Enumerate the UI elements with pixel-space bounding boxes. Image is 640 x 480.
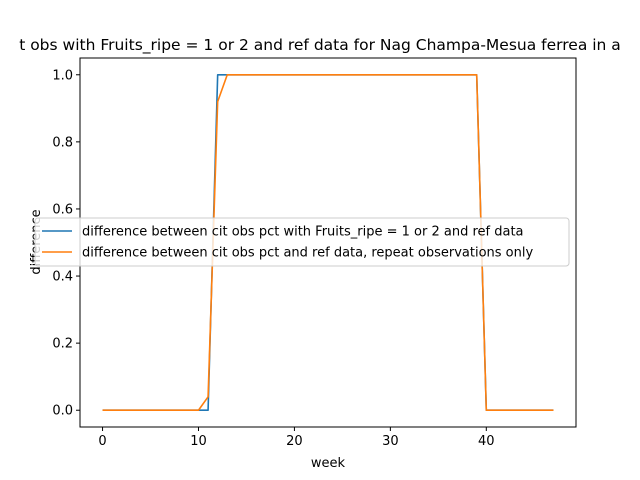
- x-tick-label: 20: [286, 434, 303, 449]
- y-tick-label: 0.2: [52, 337, 73, 352]
- y-tick-label: 0.6: [52, 202, 73, 217]
- y-tick-label: 0.0: [52, 404, 73, 419]
- series-layer: [102, 73, 554, 412]
- x-tick-label: 40: [478, 434, 495, 449]
- x-tick-label: 30: [382, 434, 399, 449]
- series-line-2: [102, 73, 554, 412]
- x-axis: 0 10 20 30 40: [98, 427, 495, 449]
- x-tick-label: 10: [190, 434, 207, 449]
- y-tick-label: 0.8: [52, 135, 73, 150]
- legend-box: [34, 217, 570, 267]
- x-tick-label: 0: [98, 434, 106, 449]
- chart-title: t obs with Fruits_ripe = 1 or 2 and ref …: [19, 36, 621, 55]
- legend-entry-2: difference between cit obs pct and ref d…: [82, 246, 533, 261]
- legend-entry-1: difference between cit obs pct with Frui…: [82, 225, 524, 240]
- x-axis-label: week: [311, 456, 346, 471]
- y-axis: 0.0 0.2 0.4 0.6 0.8 1.0: [52, 68, 80, 419]
- y-tick-label: 1.0: [52, 68, 73, 83]
- y-tick-label: 0.4: [52, 270, 73, 285]
- legend: difference between cit obs pct with Frui…: [34, 217, 570, 267]
